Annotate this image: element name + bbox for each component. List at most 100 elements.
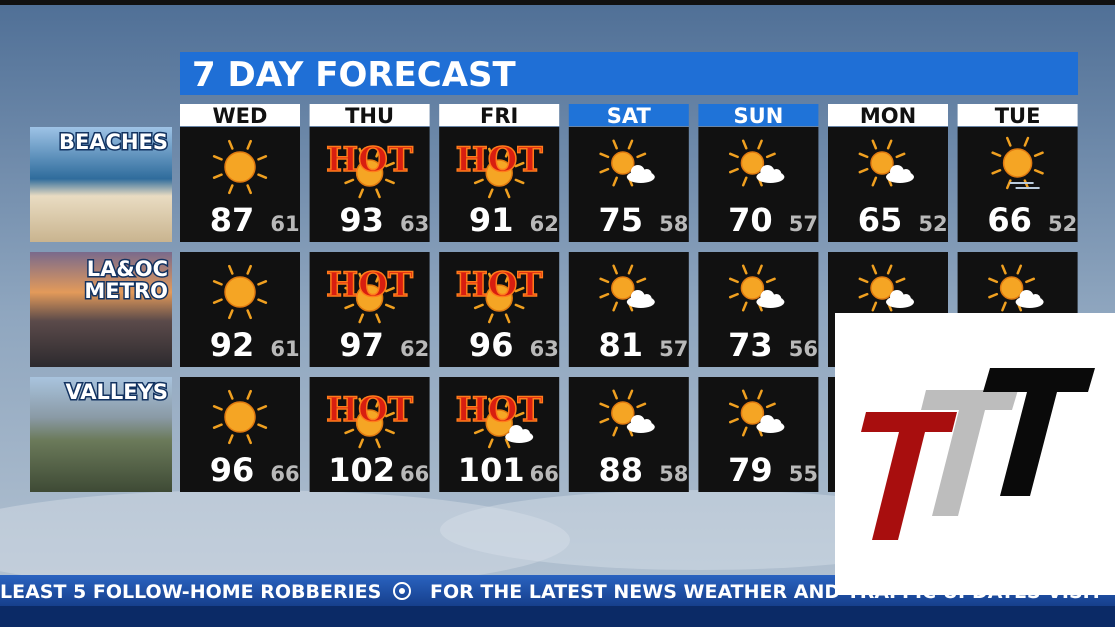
sun-ray — [871, 139, 878, 150]
sun-ray — [765, 152, 776, 159]
sun-ray — [375, 272, 381, 283]
sun-ray — [344, 178, 355, 185]
low-temp: 61 — [270, 337, 299, 361]
low-temp: 62 — [400, 337, 429, 361]
forecast-cell — [957, 127, 1078, 242]
sun — [355, 159, 384, 187]
sun — [224, 276, 256, 308]
hot-badge: HOT — [326, 265, 413, 305]
low-temp: 58 — [659, 462, 688, 486]
sun — [485, 409, 513, 437]
sun-ray — [384, 428, 395, 435]
sun-ray — [1006, 179, 1012, 190]
sun-ray — [757, 139, 763, 150]
top-strip — [0, 0, 1115, 5]
sun-ray — [473, 411, 484, 418]
sun-ray — [627, 264, 634, 275]
sun-ray — [504, 313, 511, 324]
high-temp: 73 — [728, 326, 773, 364]
sun-ray — [741, 176, 748, 187]
sun-ray — [757, 389, 763, 400]
sun-ray — [599, 277, 610, 284]
low-temp: 63 — [530, 337, 559, 361]
low-temp: 52 — [1048, 212, 1077, 236]
sun-ray — [257, 155, 268, 161]
low-temp: 63 — [400, 212, 429, 236]
sun-ray — [488, 397, 494, 408]
sun-ray — [504, 188, 511, 199]
sun-ray — [728, 417, 739, 424]
low-temp: 55 — [789, 462, 818, 486]
sun-ray — [212, 298, 223, 304]
ticker-base — [0, 606, 1115, 627]
sun-ray — [228, 309, 234, 320]
sun-ray — [988, 292, 999, 299]
sun — [611, 151, 635, 175]
sun-ray — [886, 264, 893, 275]
sun-ray — [514, 178, 525, 185]
day-label: THU — [345, 104, 394, 128]
low-temp: 57 — [659, 337, 688, 361]
day-label: SUN — [734, 104, 784, 128]
high-temp: 81 — [599, 326, 644, 364]
high-temp: 96 — [469, 326, 514, 364]
sun-ray — [375, 313, 381, 324]
day-header — [698, 104, 819, 126]
high-temp: 101 — [458, 451, 525, 489]
sun-ray — [257, 298, 268, 304]
region-image — [30, 252, 172, 367]
sun-ray — [858, 167, 869, 174]
sun-ray — [212, 280, 223, 286]
sun-ray — [344, 303, 355, 310]
logo-t-gray — [921, 390, 1018, 516]
sun-ray — [728, 292, 739, 299]
high-temp: 93 — [339, 201, 384, 239]
sun-ray — [627, 139, 634, 150]
hot-badge: HOT — [456, 390, 543, 430]
sun-ray — [504, 147, 511, 158]
forecast-grid: WED THU FRI SAT SUN MON TUE BEACHES 87 61 HOT 93 63 H… — [30, 104, 1078, 492]
cloud — [771, 169, 782, 179]
sun-ray — [627, 389, 634, 400]
cloud — [630, 415, 645, 429]
hot-badge: HOT — [456, 140, 543, 180]
low-temp: 58 — [659, 212, 688, 236]
sun-ray — [1023, 136, 1030, 147]
cloud — [520, 429, 531, 439]
sun-ray — [612, 426, 618, 437]
sun-ray — [514, 411, 525, 418]
day-header — [180, 104, 300, 126]
sun — [485, 159, 513, 187]
cloud — [630, 290, 645, 304]
sun-ray — [375, 397, 381, 408]
day-label: WED — [213, 104, 268, 128]
sun-ray — [344, 286, 355, 293]
cloud — [771, 419, 782, 429]
sun-ray — [599, 402, 610, 409]
sun-ray — [728, 277, 739, 284]
sun-ray — [1025, 277, 1036, 284]
cloud — [1019, 290, 1034, 304]
sun — [870, 276, 894, 300]
low-temp: 62 — [530, 212, 559, 236]
day-label: FRI — [480, 104, 518, 128]
sun-ray — [488, 313, 494, 324]
sun-ray — [375, 147, 381, 158]
sun-ray — [991, 169, 1002, 175]
sun-ray — [488, 188, 494, 199]
sun-ray — [612, 176, 618, 187]
forecast-cell — [180, 252, 300, 367]
sun-ray — [728, 402, 739, 409]
high-temp: 88 — [599, 451, 644, 489]
cloud — [760, 290, 775, 304]
network-eye-pupil — [399, 588, 405, 594]
sun-ray — [212, 155, 223, 161]
ticker-text: LEAST 5 FOLLOW-HOME ROBBERIES — [0, 581, 381, 603]
high-temp: 66 — [987, 201, 1032, 239]
sun-ray — [1016, 264, 1023, 275]
day-header — [957, 104, 1078, 126]
sun-ray — [384, 303, 395, 310]
cloud — [641, 169, 652, 179]
sun-ray — [488, 438, 494, 449]
